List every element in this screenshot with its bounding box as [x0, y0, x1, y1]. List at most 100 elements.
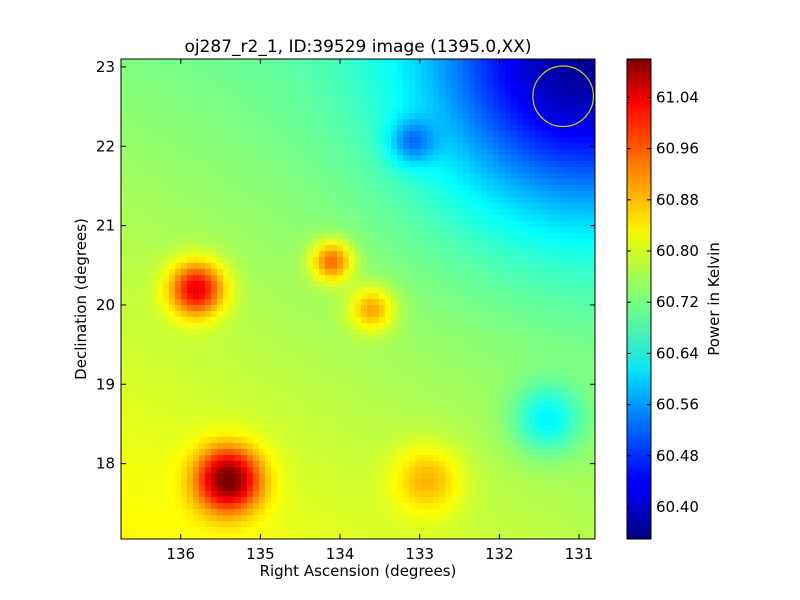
heatmap-cell — [235, 389, 242, 396]
heatmap-cell — [277, 83, 284, 90]
heatmap-cell — [229, 251, 236, 258]
heatmap-cell — [325, 389, 332, 396]
heatmap-cell — [319, 395, 326, 402]
heatmap-cell — [451, 365, 458, 372]
heatmap-cell — [589, 203, 595, 210]
heatmap-cell — [229, 329, 236, 336]
heatmap-cell — [427, 341, 434, 348]
heatmap-cell — [577, 281, 584, 288]
heatmap-cell — [133, 107, 140, 114]
heatmap-cell — [205, 89, 212, 96]
heatmap-cell — [175, 365, 182, 372]
heatmap-cell — [337, 209, 344, 216]
heatmap-cell — [349, 83, 356, 90]
heatmap-cell — [259, 281, 266, 288]
heatmap-cell — [565, 299, 572, 306]
heatmap-cell — [421, 221, 428, 228]
heatmap-cell — [547, 365, 554, 372]
heatmap-cell — [361, 431, 368, 438]
heatmap-cell — [577, 395, 584, 402]
heatmap-cell — [349, 95, 356, 102]
heatmap-cell — [367, 419, 374, 426]
heatmap-cell — [175, 287, 182, 294]
heatmap-cell — [205, 335, 212, 342]
heatmap-cell — [433, 341, 440, 348]
heatmap-cell — [259, 413, 266, 420]
heatmap-cell — [121, 437, 128, 444]
heatmap-cell — [547, 101, 554, 108]
heatmap-cell — [457, 125, 464, 132]
heatmap-cell — [145, 77, 152, 84]
heatmap-cell — [331, 365, 338, 372]
heatmap-cell — [355, 305, 362, 312]
heatmap-cell — [265, 347, 272, 354]
heatmap-cell — [175, 311, 182, 318]
heatmap-cell — [403, 359, 410, 366]
heatmap-cell — [295, 365, 302, 372]
heatmap-cell — [187, 293, 194, 300]
heatmap-cell — [433, 263, 440, 270]
heatmap-cell — [241, 317, 248, 324]
heatmap-cell — [277, 347, 284, 354]
heatmap-cell — [553, 179, 560, 186]
heatmap-cell — [253, 71, 260, 78]
heatmap-cell — [229, 413, 236, 420]
heatmap-cell — [547, 371, 554, 378]
heatmap-cell — [481, 119, 488, 126]
heatmap-cell — [433, 161, 440, 168]
heatmap-cell — [319, 119, 326, 126]
heatmap-cell — [355, 215, 362, 222]
heatmap-cell — [151, 365, 158, 372]
heatmap-cell — [535, 209, 542, 216]
heatmap-cell — [289, 215, 296, 222]
heatmap-cell — [199, 137, 206, 144]
heatmap-cell — [523, 239, 530, 246]
heatmap-cell — [493, 419, 500, 426]
heatmap-cell — [157, 401, 164, 408]
heatmap-cell — [409, 329, 416, 336]
heatmap-cell — [457, 143, 464, 150]
heatmap-cell — [475, 323, 482, 330]
heatmap-cell — [199, 359, 206, 366]
heatmap-cell — [565, 107, 572, 114]
heatmap-cell — [409, 59, 416, 66]
heatmap-cell — [193, 71, 200, 78]
heatmap-cell — [289, 125, 296, 132]
heatmap-cell — [511, 179, 518, 186]
heatmap-cell — [421, 155, 428, 162]
heatmap-cell — [289, 335, 296, 342]
heatmap-cell — [175, 113, 182, 120]
heatmap-cell — [409, 407, 416, 414]
heatmap-cell — [547, 59, 554, 66]
heatmap-cell — [325, 107, 332, 114]
heatmap-cell — [565, 269, 572, 276]
heatmap-cell — [577, 143, 584, 150]
heatmap-cell — [325, 239, 332, 246]
heatmap-cell — [547, 203, 554, 210]
heatmap-cell — [403, 137, 410, 144]
heatmap-cell — [181, 59, 188, 66]
heatmap-cell — [445, 191, 452, 198]
heatmap-cell — [433, 131, 440, 138]
heatmap-cell — [175, 413, 182, 420]
heatmap-cell — [337, 317, 344, 324]
heatmap-cell — [211, 329, 218, 336]
heatmap-cell — [193, 413, 200, 420]
heatmap-cell — [349, 179, 356, 186]
heatmap-cell — [127, 437, 134, 444]
heatmap-cell — [319, 263, 326, 270]
heatmap-cell — [307, 137, 314, 144]
heatmap-cell — [385, 107, 392, 114]
heatmap-cell — [415, 347, 422, 354]
heatmap-cell — [337, 77, 344, 84]
heatmap-cell — [505, 185, 512, 192]
heatmap-cell — [235, 353, 242, 360]
heatmap-cell — [409, 155, 416, 162]
heatmap-cell — [403, 149, 410, 156]
heatmap-cell — [361, 95, 368, 102]
heatmap-cell — [271, 209, 278, 216]
heatmap-cell — [241, 419, 248, 426]
heatmap-cell — [361, 203, 368, 210]
heatmap-cell — [283, 77, 290, 84]
heatmap-cell — [319, 335, 326, 342]
